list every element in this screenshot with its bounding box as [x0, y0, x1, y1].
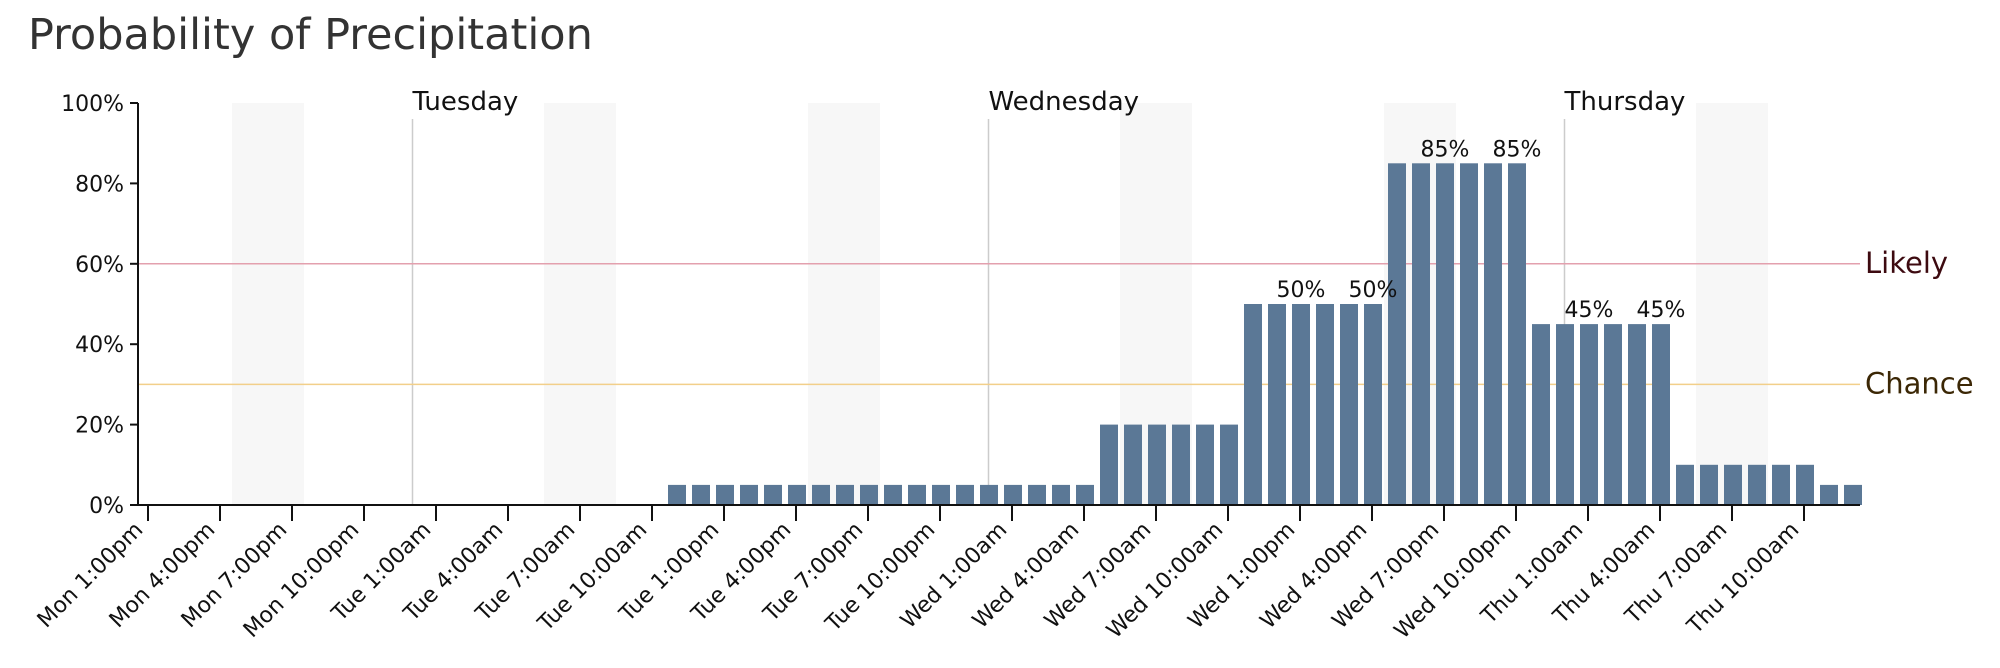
bar	[1700, 464, 1718, 505]
night-band	[1696, 103, 1768, 505]
night-band	[544, 103, 616, 505]
bar	[1196, 424, 1214, 505]
bar	[1292, 304, 1310, 505]
bar	[1388, 163, 1406, 506]
night-band	[808, 103, 880, 505]
data-label: 50%	[1349, 278, 1398, 303]
bar	[740, 484, 758, 505]
bars	[668, 163, 1862, 506]
bar	[884, 484, 902, 505]
y-tick-label: 40%	[75, 333, 124, 358]
day-label-wednesday: Wednesday	[989, 87, 1140, 117]
bar	[1772, 464, 1790, 505]
bar	[1004, 484, 1022, 505]
bar	[1748, 464, 1766, 505]
threshold-lines	[138, 263, 1860, 386]
bar	[1676, 464, 1694, 505]
bar	[1652, 324, 1670, 505]
data-label: 85%	[1493, 137, 1542, 162]
bar	[1148, 424, 1166, 505]
bar	[1412, 163, 1430, 506]
bar	[716, 484, 734, 505]
labels: Tuesday Wednesday Thursday Likely Chance 50% 5…	[412, 87, 1974, 400]
data-label: 45%	[1565, 298, 1614, 323]
bar	[1796, 464, 1814, 505]
bar	[812, 484, 830, 505]
bar	[836, 484, 854, 505]
bar	[788, 484, 806, 505]
y-tick-label: 0%	[89, 494, 124, 519]
threshold-label-chance: Chance	[1865, 366, 1974, 400]
y-tick-label: 100%	[61, 92, 124, 117]
bar	[1484, 163, 1502, 506]
data-label: 85%	[1421, 137, 1470, 162]
bar	[1604, 324, 1622, 505]
y-tick-label: 20%	[75, 414, 124, 439]
bar	[764, 484, 782, 505]
bar	[956, 484, 974, 505]
bar	[668, 484, 686, 505]
day-label-thursday: Thursday	[1564, 87, 1686, 117]
y-tick-label: 60%	[75, 253, 124, 278]
bar	[1268, 304, 1286, 505]
data-label: 50%	[1277, 278, 1326, 303]
bar	[1556, 324, 1574, 505]
bar	[1244, 304, 1262, 505]
bar	[692, 484, 710, 505]
bar	[1460, 163, 1478, 506]
bar	[1580, 324, 1598, 505]
bar	[1124, 424, 1142, 505]
bar	[860, 484, 878, 505]
bar	[1532, 324, 1550, 505]
bar	[1100, 424, 1118, 505]
chart-title: Probability of Precipitation	[28, 10, 593, 60]
bar	[980, 484, 998, 505]
bar	[1076, 484, 1094, 505]
bar	[908, 484, 926, 505]
data-label: 45%	[1637, 298, 1686, 323]
bar	[1820, 484, 1838, 505]
bar	[1052, 484, 1070, 505]
day-label-tuesday: Tuesday	[412, 87, 519, 117]
bar	[932, 484, 950, 505]
bar	[1316, 304, 1334, 505]
bar	[1628, 324, 1646, 505]
y-tick-label: 80%	[75, 172, 124, 197]
bar	[1364, 304, 1382, 505]
night-band	[232, 103, 304, 505]
bar	[1436, 163, 1454, 506]
bar	[1028, 484, 1046, 505]
bar	[1340, 304, 1358, 505]
bar	[1724, 464, 1742, 505]
threshold-label-likely: Likely	[1865, 246, 1948, 280]
bar	[1220, 424, 1238, 505]
bar	[1844, 484, 1862, 505]
bar	[1508, 163, 1526, 506]
bar	[1172, 424, 1190, 505]
